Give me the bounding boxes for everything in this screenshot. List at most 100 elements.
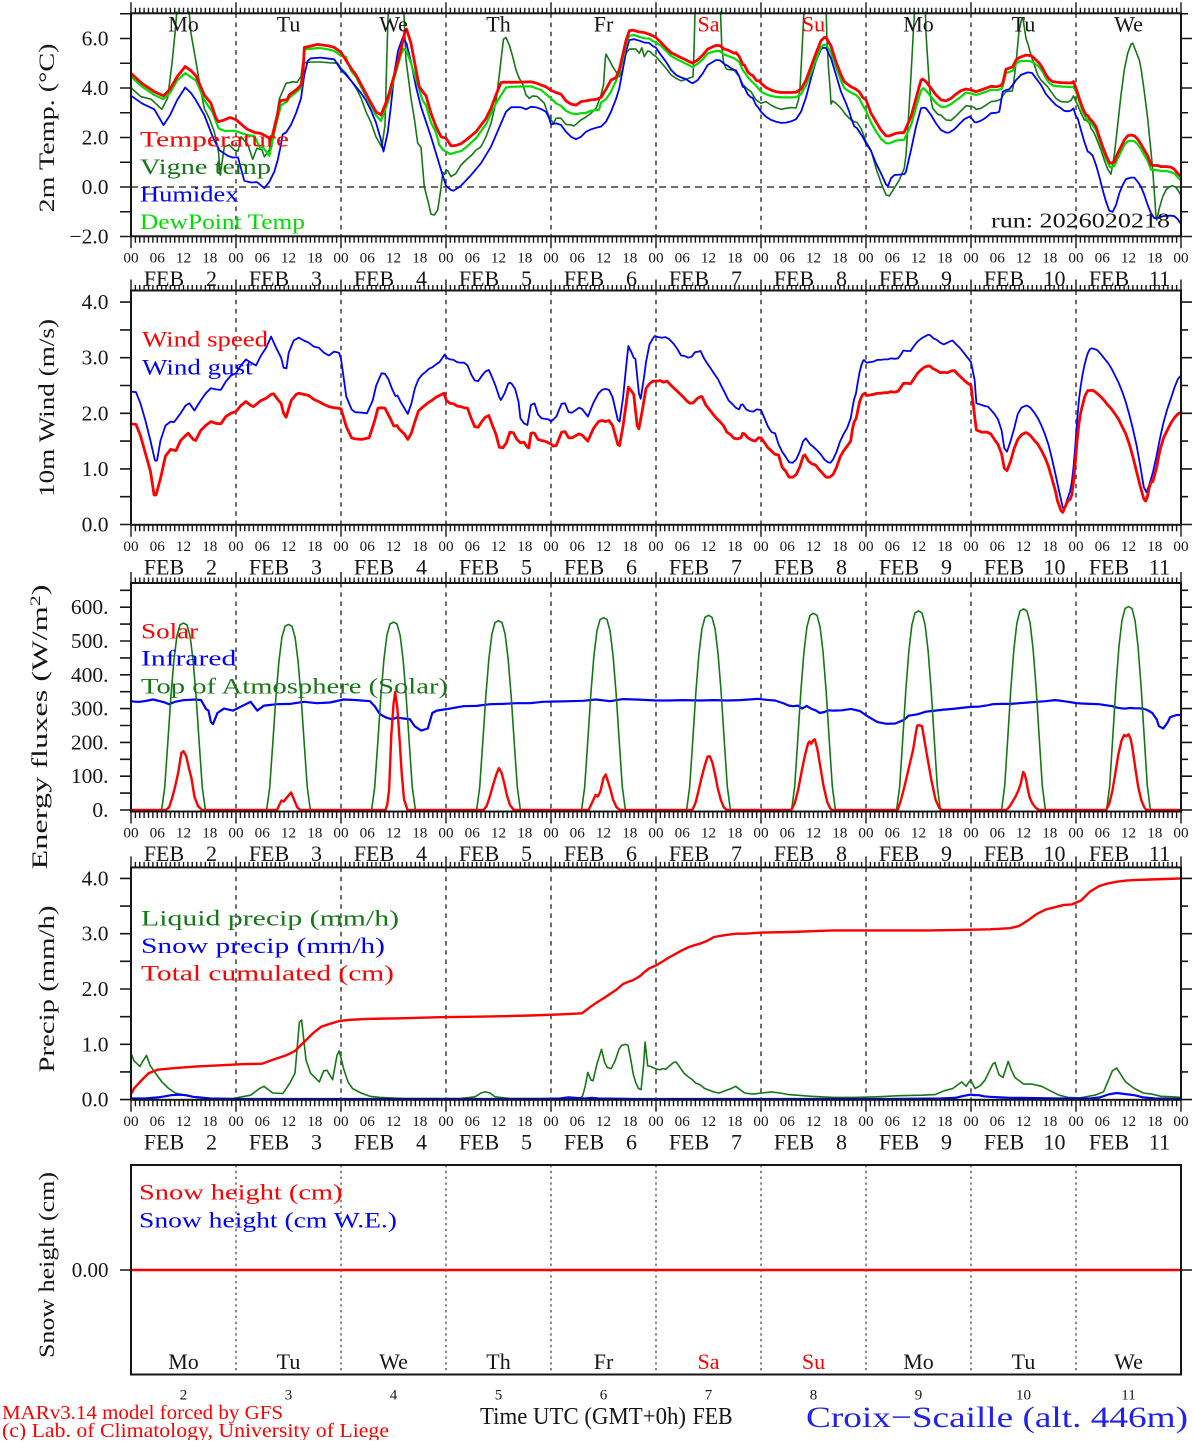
svg-text:Temperature: Temperature <box>140 127 289 152</box>
svg-text:12: 12 <box>386 538 401 555</box>
svg-text:00: 00 <box>228 1113 244 1130</box>
svg-text:FEB: FEB <box>693 1404 733 1430</box>
svg-text:Fr: Fr <box>594 1349 614 1374</box>
svg-text:6: 6 <box>600 1388 608 1404</box>
svg-text:06: 06 <box>255 825 271 842</box>
svg-text:9: 9 <box>941 554 952 579</box>
svg-text:FEB: FEB <box>669 266 709 291</box>
svg-text:4: 4 <box>416 554 427 579</box>
svg-text:FEB: FEB <box>774 841 814 866</box>
svg-text:8: 8 <box>836 266 847 291</box>
svg-text:06: 06 <box>780 1113 796 1130</box>
svg-text:06: 06 <box>150 249 166 266</box>
svg-text:FEB: FEB <box>984 841 1024 866</box>
svg-text:FEB: FEB <box>879 841 919 866</box>
svg-text:11: 11 <box>1149 554 1170 579</box>
svg-text:06: 06 <box>1095 825 1111 842</box>
svg-text:Th: Th <box>486 12 510 37</box>
svg-text:18: 18 <box>202 249 218 266</box>
svg-text:06: 06 <box>465 825 481 842</box>
svg-text:00: 00 <box>858 249 874 266</box>
svg-text:18: 18 <box>832 249 848 266</box>
svg-text:12: 12 <box>281 1113 296 1130</box>
svg-text:3: 3 <box>311 554 322 579</box>
svg-text:FEB: FEB <box>564 266 604 291</box>
svg-text:FEB: FEB <box>249 841 289 866</box>
svg-text:12: 12 <box>281 825 296 842</box>
svg-text:2.0: 2.0 <box>82 401 109 425</box>
svg-text:4: 4 <box>416 841 427 866</box>
svg-text:Liquid precip (mm/h): Liquid precip (mm/h) <box>141 906 399 931</box>
svg-text:300.: 300. <box>71 697 109 721</box>
svg-text:12: 12 <box>1121 538 1136 555</box>
svg-text:00: 00 <box>753 1113 769 1130</box>
svg-text:06: 06 <box>990 825 1006 842</box>
svg-text:We: We <box>1114 12 1143 37</box>
svg-text:06: 06 <box>990 1113 1006 1130</box>
svg-text:06: 06 <box>570 538 586 555</box>
svg-text:6.0: 6.0 <box>82 27 109 51</box>
svg-text:3: 3 <box>285 1388 293 1404</box>
svg-text:00: 00 <box>1068 249 1084 266</box>
svg-text:12: 12 <box>806 249 821 266</box>
svg-text:18: 18 <box>937 249 953 266</box>
svg-text:1.0: 1.0 <box>82 457 109 481</box>
svg-text:06: 06 <box>885 538 901 555</box>
svg-text:12: 12 <box>176 249 191 266</box>
svg-text:FEB: FEB <box>354 266 394 291</box>
svg-text:00: 00 <box>333 1113 349 1130</box>
svg-text:Su: Su <box>802 1349 825 1374</box>
svg-text:3.0: 3.0 <box>82 346 109 370</box>
svg-text:Snow height (cm): Snow height (cm) <box>139 1180 343 1205</box>
svg-text:00: 00 <box>963 538 979 555</box>
svg-text:18: 18 <box>307 538 323 555</box>
svg-text:FEB: FEB <box>354 1129 394 1154</box>
svg-text:00: 00 <box>1173 538 1189 555</box>
svg-text:3: 3 <box>311 841 322 866</box>
svg-text:FEB: FEB <box>879 266 919 291</box>
svg-text:06: 06 <box>675 538 691 555</box>
svg-text:00: 00 <box>543 825 559 842</box>
svg-text:18: 18 <box>517 538 533 555</box>
svg-text:FEB: FEB <box>144 841 184 866</box>
svg-text:Precip (mm/h): Precip (mm/h) <box>34 906 59 1073</box>
svg-text:18: 18 <box>202 1113 218 1130</box>
svg-text:12: 12 <box>596 825 611 842</box>
svg-text:00: 00 <box>753 249 769 266</box>
svg-text:6: 6 <box>626 841 637 866</box>
svg-text:18: 18 <box>727 249 743 266</box>
svg-text:18: 18 <box>832 1113 848 1130</box>
svg-text:00: 00 <box>333 538 349 555</box>
svg-text:00: 00 <box>858 538 874 555</box>
svg-text:FEB: FEB <box>1089 554 1129 579</box>
svg-text:12: 12 <box>596 538 611 555</box>
svg-text:06: 06 <box>465 249 481 266</box>
svg-text:06: 06 <box>570 1113 586 1130</box>
svg-text:18: 18 <box>1042 538 1058 555</box>
svg-text:18: 18 <box>727 825 743 842</box>
svg-text:FEB: FEB <box>144 1129 184 1154</box>
svg-text:We: We <box>379 12 408 37</box>
svg-text:FEB: FEB <box>354 554 394 579</box>
svg-text:18: 18 <box>622 538 638 555</box>
svg-text:FEB: FEB <box>774 554 814 579</box>
svg-text:00: 00 <box>648 249 664 266</box>
svg-text:00: 00 <box>648 1113 664 1130</box>
svg-text:0.: 0. <box>92 798 108 822</box>
svg-text:00: 00 <box>333 825 349 842</box>
svg-text:2: 2 <box>180 1388 188 1404</box>
svg-text:00: 00 <box>1068 825 1084 842</box>
svg-text:100.: 100. <box>71 764 109 788</box>
svg-text:(c) Lab. of Climatology, Unive: (c) Lab. of Climatology, University of L… <box>2 1420 389 1440</box>
svg-text:Infrared: Infrared <box>141 646 236 671</box>
svg-text:We: We <box>1114 1349 1143 1374</box>
svg-text:Mo: Mo <box>168 1349 199 1374</box>
svg-text:FEB: FEB <box>879 1129 919 1154</box>
svg-text:7: 7 <box>731 266 742 291</box>
svg-text:11: 11 <box>1149 1129 1170 1154</box>
svg-text:18: 18 <box>1147 538 1163 555</box>
svg-text:4: 4 <box>390 1388 398 1404</box>
svg-text:06: 06 <box>360 825 376 842</box>
svg-text:18: 18 <box>1147 825 1163 842</box>
svg-text:7: 7 <box>705 1388 713 1404</box>
